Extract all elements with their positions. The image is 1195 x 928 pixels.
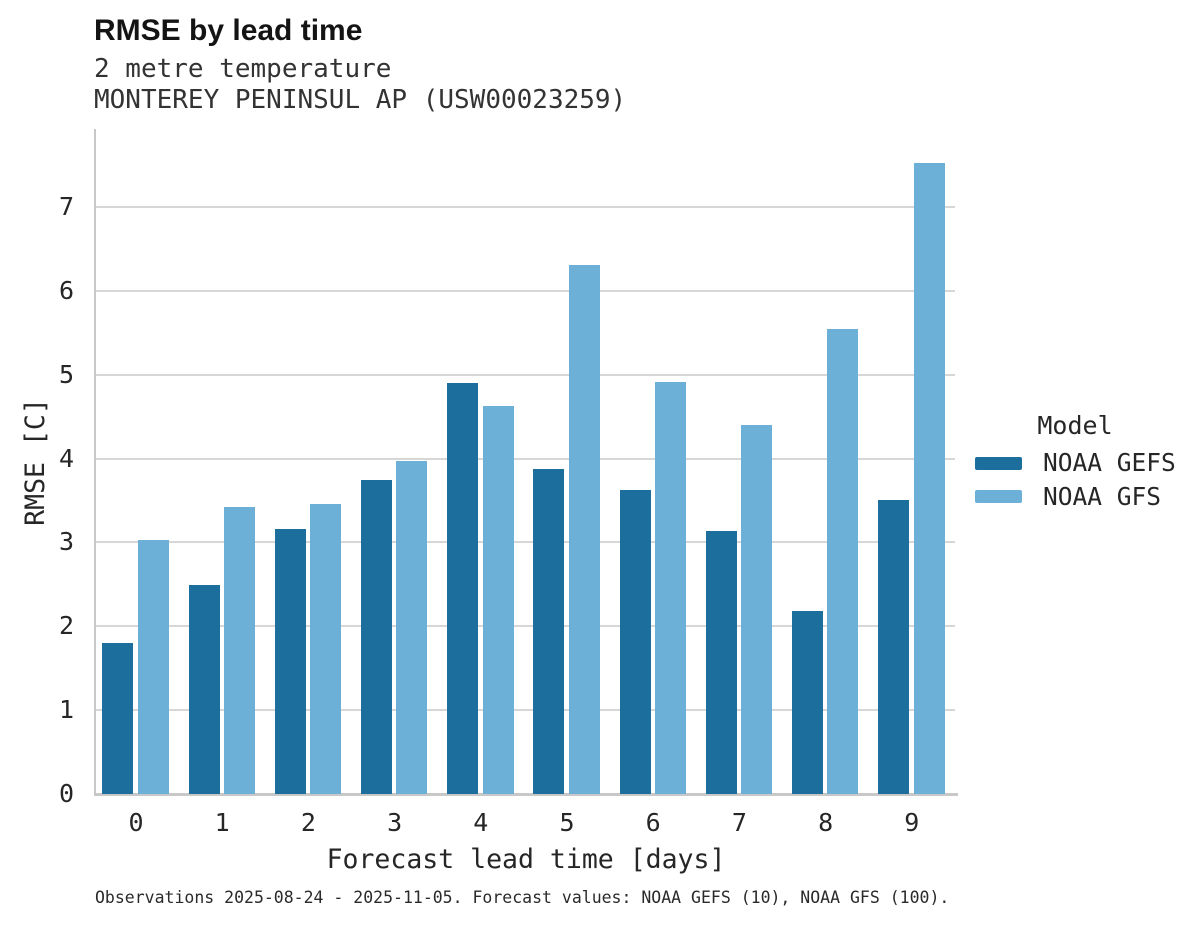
legend-label-noaa-gfs: NOAA GFS — [1043, 482, 1162, 511]
bar-noaa-gfs-lead-8 — [827, 329, 859, 794]
gridline-y-7 — [96, 205, 955, 208]
y-tick-label-5: 5 — [58, 359, 74, 389]
bar-noaa-gefs-lead-6 — [619, 490, 651, 794]
bar-noaa-gfs-lead-3 — [396, 461, 428, 794]
y-tick-label-2: 2 — [58, 611, 74, 641]
x-axis-title: Forecast lead time [days] — [326, 844, 726, 875]
bar-noaa-gfs-lead-6 — [654, 382, 686, 794]
legend-swatch-noaa-gfs — [975, 490, 1022, 503]
chart-title: RMSE by lead time — [94, 14, 363, 47]
bar-noaa-gfs-lead-7 — [741, 425, 773, 794]
bar-noaa-gfs-lead-4 — [482, 405, 514, 794]
gridline-y-1 — [96, 709, 955, 712]
x-axis-line — [94, 793, 958, 796]
legend-label-noaa-gefs: NOAA GEFS — [1043, 448, 1176, 477]
bar-noaa-gefs-lead-4 — [447, 383, 479, 794]
x-tick-label-4: 4 — [473, 808, 489, 837]
gridline-y-6 — [96, 289, 955, 292]
x-tick-label-2: 2 — [300, 808, 316, 837]
y-axis-line — [94, 129, 96, 796]
bar-noaa-gefs-lead-1 — [188, 585, 220, 794]
gridline-y-5 — [96, 373, 955, 376]
x-tick-label-7: 7 — [731, 808, 747, 837]
chart-subtitle-variable: 2 metre temperature — [94, 54, 392, 84]
bar-noaa-gefs-lead-8 — [791, 611, 823, 794]
gridline-y-4 — [96, 457, 955, 460]
bar-noaa-gefs-lead-5 — [533, 469, 565, 794]
gridline-y-2 — [96, 625, 955, 628]
bar-noaa-gfs-lead-1 — [223, 507, 255, 794]
bar-noaa-gefs-lead-9 — [878, 499, 910, 794]
legend-swatch-noaa-gefs — [975, 457, 1022, 470]
plot-area — [96, 129, 955, 794]
legend-title: Model — [1037, 411, 1113, 440]
bar-noaa-gefs-lead-7 — [705, 530, 737, 794]
x-tick-label-1: 1 — [214, 808, 230, 837]
bar-noaa-gfs-lead-5 — [568, 264, 600, 794]
y-tick-label-6: 6 — [58, 275, 74, 305]
y-tick-label-7: 7 — [58, 191, 74, 221]
x-tick-label-9: 9 — [904, 808, 920, 837]
gridline-y-3 — [96, 541, 955, 544]
x-tick-label-8: 8 — [818, 808, 834, 837]
bar-noaa-gefs-lead-2 — [274, 529, 306, 794]
x-tick-label-0: 0 — [128, 808, 144, 837]
y-tick-label-1: 1 — [58, 695, 74, 725]
x-tick-label-3: 3 — [387, 808, 403, 837]
bar-noaa-gfs-lead-0 — [137, 539, 169, 794]
y-tick-label-4: 4 — [58, 443, 74, 473]
chart-subtitle-station: MONTEREY PENINSUL AP (USW00023259) — [94, 85, 627, 115]
y-tick-label-0: 0 — [58, 779, 74, 808]
bar-noaa-gfs-lead-9 — [913, 163, 945, 794]
y-tick-label-3: 3 — [58, 527, 74, 557]
bar-noaa-gefs-lead-3 — [360, 480, 392, 794]
chart-caption: Observations 2025-08-24 - 2025-11-05. Fo… — [95, 888, 950, 907]
bar-noaa-gefs-lead-0 — [102, 643, 134, 794]
x-tick-label-5: 5 — [559, 808, 575, 837]
bar-noaa-gfs-lead-2 — [310, 503, 342, 794]
x-tick-label-6: 6 — [645, 808, 661, 837]
